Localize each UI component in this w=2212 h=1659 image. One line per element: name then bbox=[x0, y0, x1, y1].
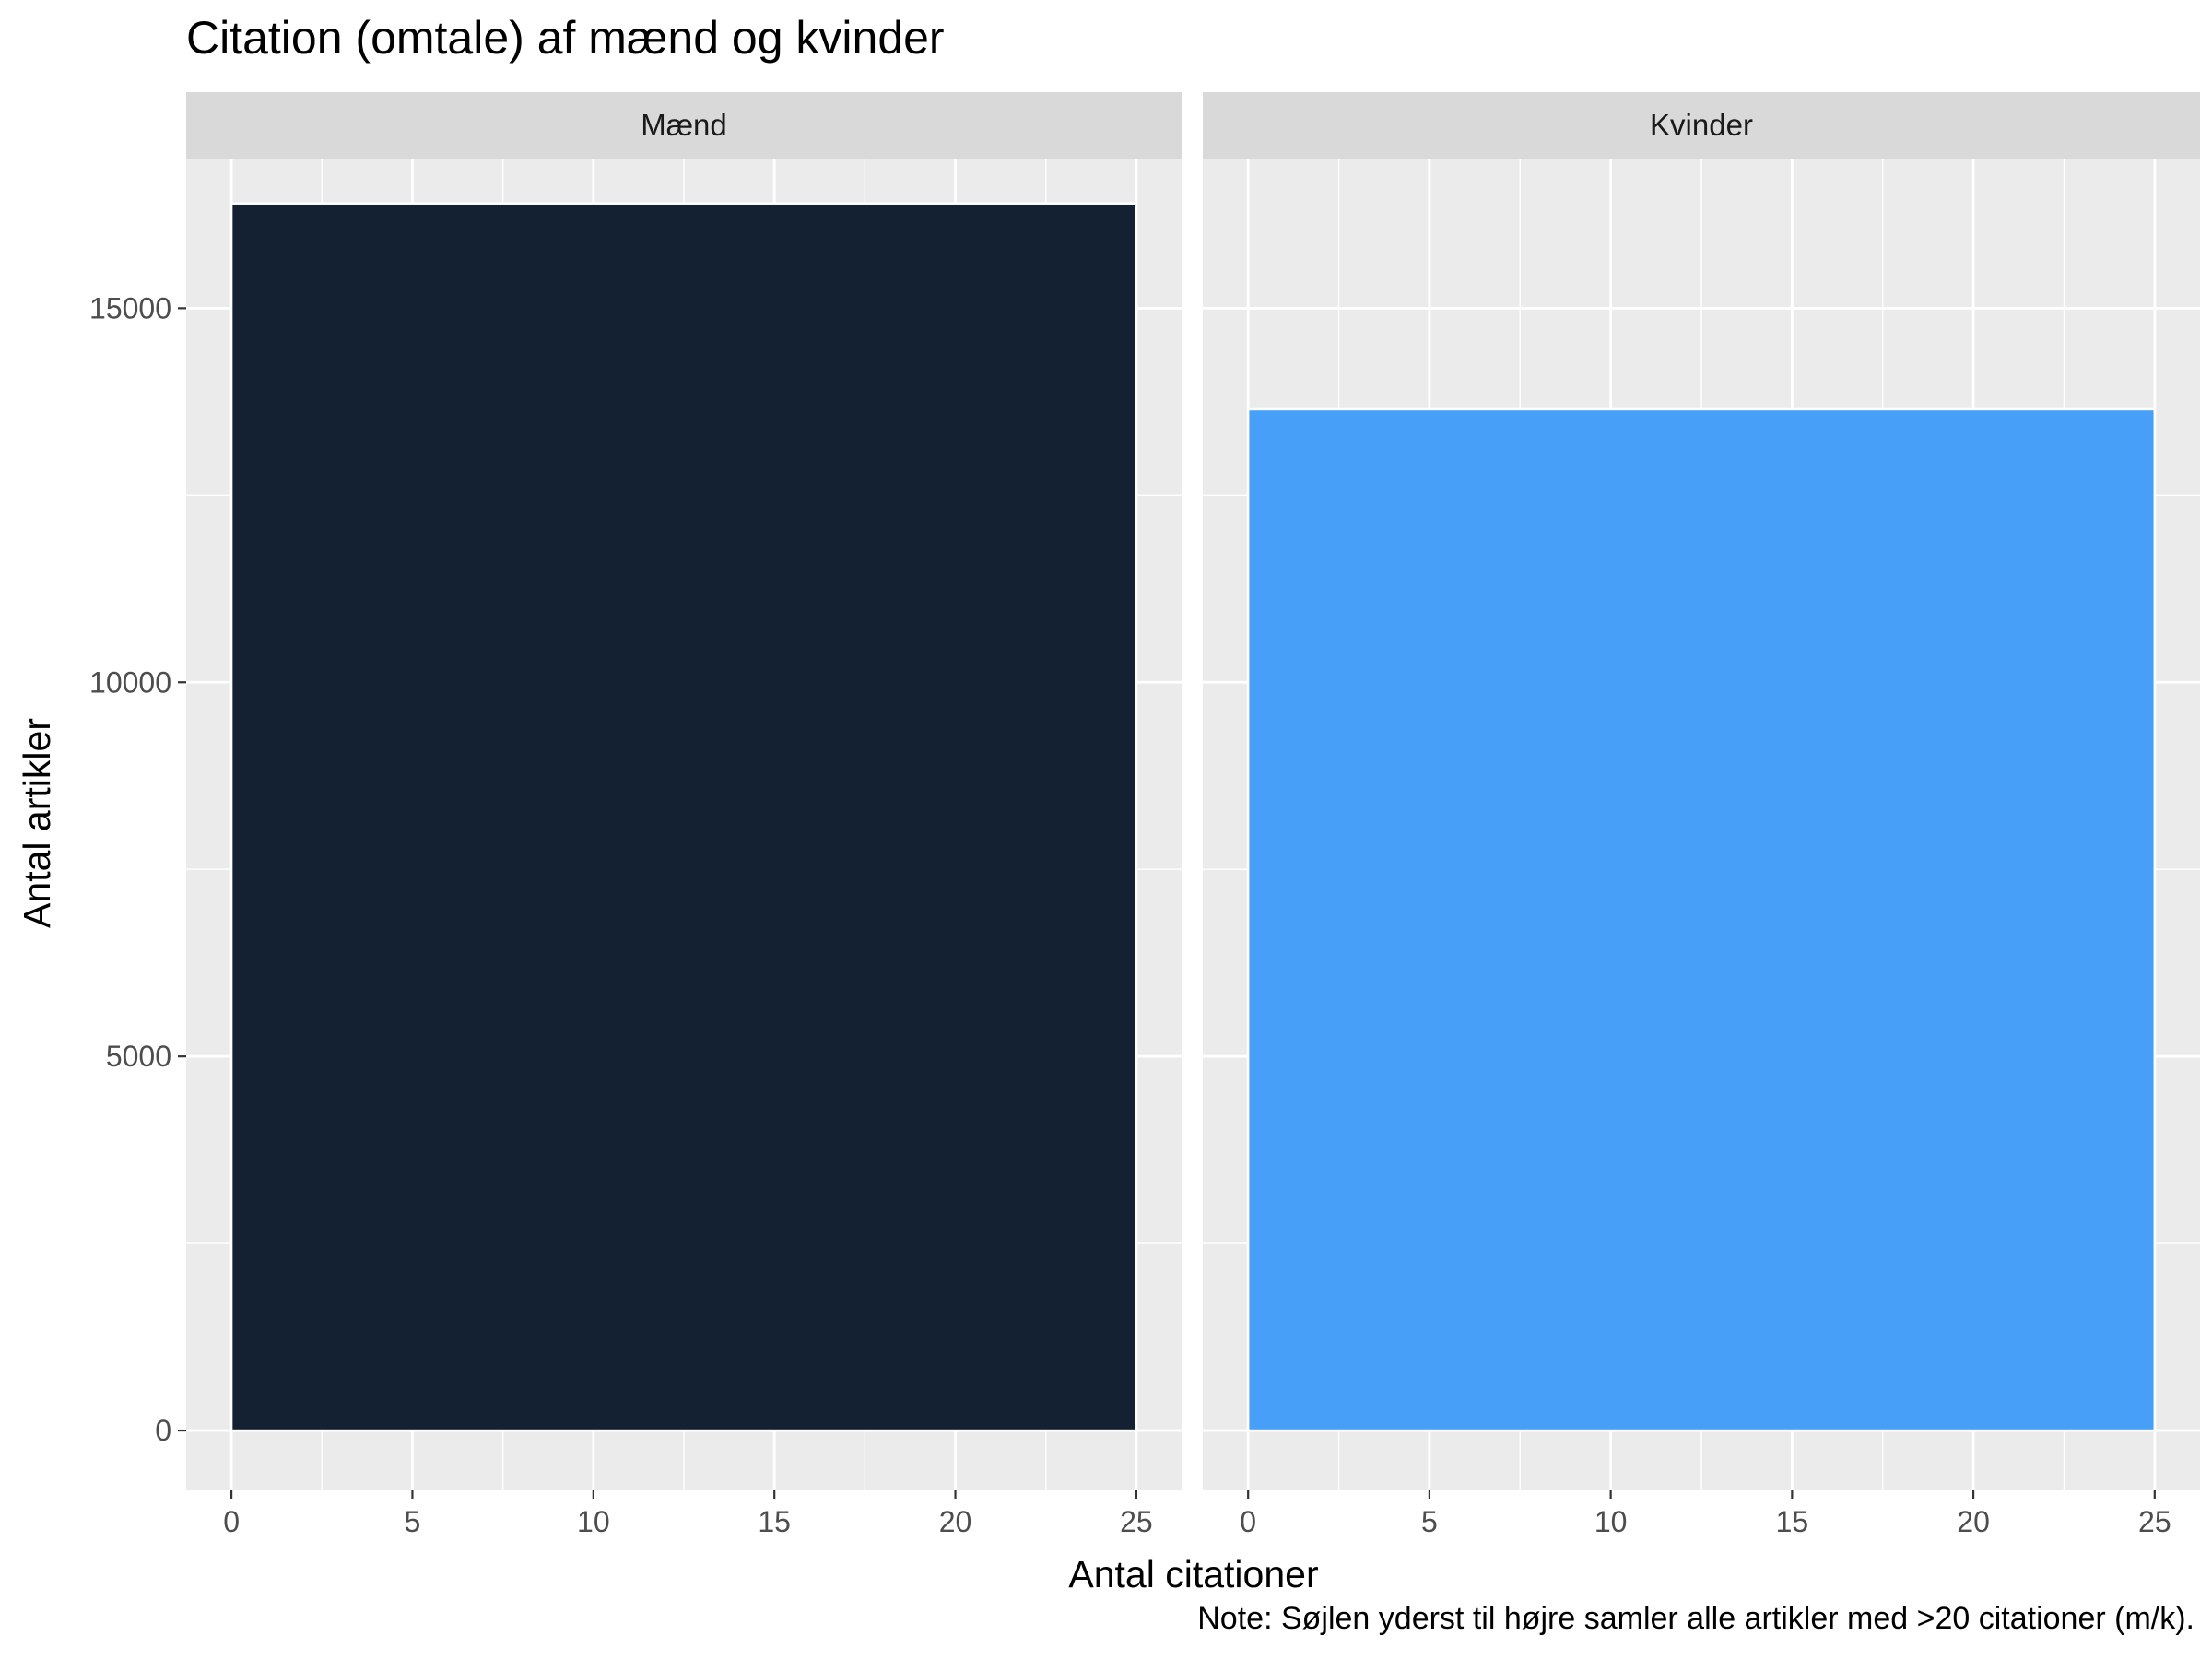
x-tick-label: 25 bbox=[2138, 1505, 2171, 1538]
x-tick-label: 5 bbox=[1421, 1505, 1438, 1538]
y-axis-title: Antal artikler bbox=[16, 718, 58, 928]
bar bbox=[1246, 407, 2157, 1432]
y-tick-label: 5000 bbox=[106, 1040, 171, 1073]
x-tick-label: 0 bbox=[1240, 1505, 1256, 1538]
x-tick-label: 25 bbox=[1120, 1505, 1153, 1538]
bar bbox=[229, 202, 1138, 1432]
facet-panels: Mænd Kvinder bbox=[186, 92, 2200, 1490]
facet-panel-2: Kvinder bbox=[1203, 92, 2200, 1490]
y-axis: 0 5000 10000 15000 bbox=[89, 291, 186, 1447]
chart-caption: Note: Søjlen yderst til højre samler all… bbox=[1197, 1601, 2194, 1636]
x-tick-label: 10 bbox=[577, 1505, 610, 1538]
facet-panel-1: Mænd bbox=[186, 92, 1182, 1490]
x-tick-label: 20 bbox=[1957, 1505, 1990, 1538]
x-axis: 0 5 10 15 20 25 0 5 10 15 20 25 bbox=[223, 1490, 2171, 1538]
y-tick-label: 0 bbox=[155, 1414, 171, 1447]
chart-title: Citation (omtale) af mænd og kvinder bbox=[186, 12, 945, 64]
x-tick-label: 0 bbox=[223, 1505, 240, 1538]
facet-strip-label: Kvinder bbox=[1650, 108, 1753, 142]
x-tick-label: 15 bbox=[1776, 1505, 1809, 1538]
x-tick-label: 15 bbox=[758, 1505, 791, 1538]
x-axis-title: Antal citationer bbox=[1068, 1553, 1318, 1595]
x-tick-label: 5 bbox=[405, 1505, 421, 1538]
facet-strip bbox=[186, 92, 1182, 159]
facet-strip-label: Mænd bbox=[641, 108, 727, 142]
x-tick-label: 20 bbox=[939, 1505, 972, 1538]
y-tick-label: 10000 bbox=[89, 665, 171, 699]
facet-strip bbox=[1203, 92, 2200, 159]
x-tick-label: 10 bbox=[1594, 1505, 1628, 1538]
y-tick-label: 15000 bbox=[89, 291, 171, 324]
